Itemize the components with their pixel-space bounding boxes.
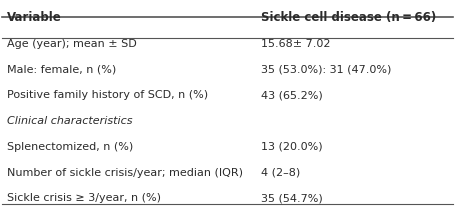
- Text: Age (year); mean ± SD: Age (year); mean ± SD: [7, 39, 137, 49]
- Text: 13 (20.0%): 13 (20.0%): [261, 142, 323, 152]
- Text: Clinical characteristics: Clinical characteristics: [7, 116, 132, 126]
- Text: 35 (53.0%): 31 (47.0%): 35 (53.0%): 31 (47.0%): [261, 65, 392, 75]
- Text: Male: female, n (%): Male: female, n (%): [7, 65, 116, 75]
- Text: Sickle cell disease (n = 66): Sickle cell disease (n = 66): [261, 11, 437, 23]
- Text: Variable: Variable: [7, 11, 61, 23]
- Text: Splenectomized, n (%): Splenectomized, n (%): [7, 142, 133, 152]
- Text: 4 (2–8): 4 (2–8): [261, 167, 301, 178]
- Text: Sickle crisis ≥ 3/year, n (%): Sickle crisis ≥ 3/year, n (%): [7, 193, 161, 203]
- Text: 35 (54.7%): 35 (54.7%): [261, 193, 323, 203]
- Text: Positive family history of SCD, n (%): Positive family history of SCD, n (%): [7, 91, 208, 100]
- Text: 43 (65.2%): 43 (65.2%): [261, 91, 323, 100]
- Text: 15.68± 7.02: 15.68± 7.02: [261, 39, 331, 49]
- Text: Number of sickle crisis/year; median (IQR): Number of sickle crisis/year; median (IQ…: [7, 167, 243, 178]
